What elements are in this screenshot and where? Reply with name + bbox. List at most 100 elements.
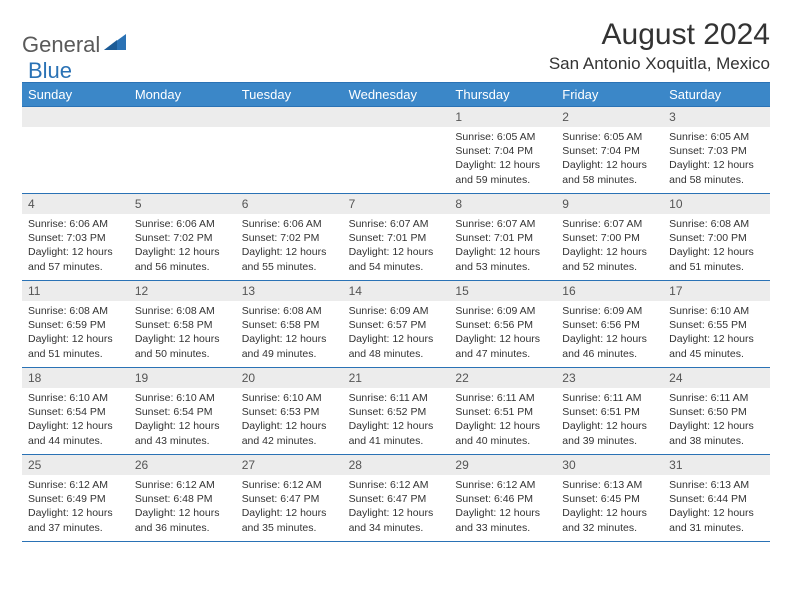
week-row: 1Sunrise: 6:05 AMSunset: 7:04 PMDaylight… [22, 107, 770, 194]
day-cell: 28Sunrise: 6:12 AMSunset: 6:47 PMDayligh… [343, 455, 450, 541]
day-info-line: Daylight: 12 hours [28, 506, 123, 520]
day-number: 25 [22, 455, 129, 475]
day-info-line: Sunset: 7:04 PM [562, 144, 657, 158]
week-row: 4Sunrise: 6:06 AMSunset: 7:03 PMDaylight… [22, 194, 770, 281]
day-info-line: Daylight: 12 hours [28, 245, 123, 259]
day-cell-body [236, 127, 343, 193]
day-info-line: and 42 minutes. [242, 434, 337, 448]
day-info-line: and 45 minutes. [669, 347, 764, 361]
day-info-line: and 35 minutes. [242, 521, 337, 535]
day-info-line: and 58 minutes. [669, 173, 764, 187]
day-info-line: Sunrise: 6:13 AM [669, 478, 764, 492]
day-cell-body: Sunrise: 6:10 AMSunset: 6:54 PMDaylight:… [22, 388, 129, 454]
day-info-line: Daylight: 12 hours [242, 419, 337, 433]
day-cell: 31Sunrise: 6:13 AMSunset: 6:44 PMDayligh… [663, 455, 770, 541]
day-cell [236, 107, 343, 193]
day-info-line: Sunrise: 6:09 AM [349, 304, 444, 318]
day-info-line: and 43 minutes. [135, 434, 230, 448]
day-info-line: Daylight: 12 hours [669, 506, 764, 520]
day-info-line: Sunset: 7:02 PM [242, 231, 337, 245]
day-info-line: Sunset: 6:54 PM [28, 405, 123, 419]
day-cell: 21 Sunrise: 6:11 AMSunset: 6:52 PMDayligh… [343, 368, 450, 454]
day-info-line: and 31 minutes. [669, 521, 764, 535]
day-cell: 7Sunrise: 6:07 AMSunset: 7:01 PMDaylight… [343, 194, 450, 280]
day-info-line: Sunrise: 6:11 AM [349, 391, 444, 405]
day-info-line: Sunrise: 6:11 AM [562, 391, 657, 405]
day-info-line: Daylight: 12 hours [242, 506, 337, 520]
day-cell-body: Sunrise: 6:07 AMSunset: 7:01 PMDaylight:… [343, 214, 450, 280]
day-cell-body: Sunrise: 6:07 AMSunset: 7:00 PMDaylight:… [556, 214, 663, 280]
day-info-line: and 54 minutes. [349, 260, 444, 274]
day-number: 17 [663, 281, 770, 301]
day-info-line: Sunrise: 6:06 AM [28, 217, 123, 231]
day-cell: 30Sunrise: 6:13 AMSunset: 6:45 PMDayligh… [556, 455, 663, 541]
day-cell-body: Sunrise: 6:05 AMSunset: 7:04 PMDaylight:… [556, 127, 663, 193]
day-info-line: and 56 minutes. [135, 260, 230, 274]
day-cell-body: Sunrise: 6:09 AMSunset: 6:57 PMDaylight:… [343, 301, 450, 367]
day-number: 2 [556, 107, 663, 127]
day-cell: 8Sunrise: 6:07 AMSunset: 7:01 PMDaylight… [449, 194, 556, 280]
logo: General [22, 32, 128, 58]
day-info-line: Sunrise: 6:05 AM [669, 130, 764, 144]
day-info-line: Sunset: 7:02 PM [135, 231, 230, 245]
day-cell: 27Sunrise: 6:12 AMSunset: 6:47 PMDayligh… [236, 455, 343, 541]
day-cell: 22Sunrise: 6:11 AMSunset: 6:51 PMDayligh… [449, 368, 556, 454]
day-info-line: Sunset: 6:46 PM [455, 492, 550, 506]
day-number [236, 107, 343, 127]
day-info-line: Daylight: 12 hours [455, 245, 550, 259]
day-number: 9 [556, 194, 663, 214]
day-cell: 12Sunrise: 6:08 AMSunset: 6:58 PMDayligh… [129, 281, 236, 367]
day-number: 10 [663, 194, 770, 214]
day-number: 31 [663, 455, 770, 475]
week-row: 11Sunrise: 6:08 AMSunset: 6:59 PMDayligh… [22, 281, 770, 368]
day-number: 11 [22, 281, 129, 301]
day-cell: 6Sunrise: 6:06 AMSunset: 7:02 PMDaylight… [236, 194, 343, 280]
day-info-line: Sunrise: 6:12 AM [135, 478, 230, 492]
day-info-line: and 40 minutes. [455, 434, 550, 448]
day-info-line: Daylight: 12 hours [455, 506, 550, 520]
day-cell-body: Sunrise: 6:11 AMSunset: 6:51 PMDaylight:… [556, 388, 663, 454]
month-title: August 2024 [549, 18, 770, 52]
day-info-line: Daylight: 12 hours [135, 245, 230, 259]
day-info-line: and 46 minutes. [562, 347, 657, 361]
day-cell: 19Sunrise: 6:10 AMSunset: 6:54 PMDayligh… [129, 368, 236, 454]
day-cell [129, 107, 236, 193]
day-info-line: and 51 minutes. [669, 260, 764, 274]
day-info-line: Daylight: 12 hours [349, 419, 444, 433]
day-cell-body: Sunrise: 6:06 AMSunset: 7:02 PMDaylight:… [129, 214, 236, 280]
day-info-line: Sunrise: 6:05 AM [562, 130, 657, 144]
weekday-header-row: SundayMondayTuesdayWednesdayThursdayFrid… [22, 82, 770, 107]
day-info-line: Daylight: 12 hours [349, 245, 444, 259]
day-info-line: Sunset: 7:04 PM [455, 144, 550, 158]
day-info-line: Daylight: 12 hours [135, 419, 230, 433]
day-info-line: Daylight: 12 hours [135, 506, 230, 520]
day-number: 26 [129, 455, 236, 475]
day-info-line: and 59 minutes. [455, 173, 550, 187]
day-number: 13 [236, 281, 343, 301]
day-info-line: Daylight: 12 hours [562, 332, 657, 346]
weekday-header-cell: Thursday [449, 83, 556, 106]
day-number: 28 [343, 455, 450, 475]
day-number: 12 [129, 281, 236, 301]
day-info-line: and 36 minutes. [135, 521, 230, 535]
day-info-line: Daylight: 12 hours [349, 506, 444, 520]
day-number: 23 [556, 368, 663, 388]
day-cell: 10Sunrise: 6:08 AMSunset: 7:00 PMDayligh… [663, 194, 770, 280]
day-info-line: Sunset: 6:52 PM [349, 405, 444, 419]
day-cell: 18Sunrise: 6:10 AMSunset: 6:54 PMDayligh… [22, 368, 129, 454]
day-info-line: and 48 minutes. [349, 347, 444, 361]
day-info-line: Sunrise: 6:06 AM [135, 217, 230, 231]
day-number: 21 [343, 368, 450, 388]
day-info-line: Sunset: 6:47 PM [349, 492, 444, 506]
day-number [129, 107, 236, 127]
day-info-line: Sunrise: 6:09 AM [562, 304, 657, 318]
day-info-line: and 37 minutes. [28, 521, 123, 535]
day-info-line: Sunrise: 6:08 AM [669, 217, 764, 231]
day-cell-body: Sunrise: 6:12 AMSunset: 6:47 PMDaylight:… [236, 475, 343, 541]
day-info-line: and 44 minutes. [28, 434, 123, 448]
day-info-line: Sunset: 6:58 PM [242, 318, 337, 332]
week-row: 25Sunrise: 6:12 AMSunset: 6:49 PMDayligh… [22, 455, 770, 542]
day-cell-body: Sunrise: 6:13 AMSunset: 6:45 PMDaylight:… [556, 475, 663, 541]
day-info-line: Daylight: 12 hours [669, 332, 764, 346]
weekday-header-cell: Tuesday [236, 83, 343, 106]
